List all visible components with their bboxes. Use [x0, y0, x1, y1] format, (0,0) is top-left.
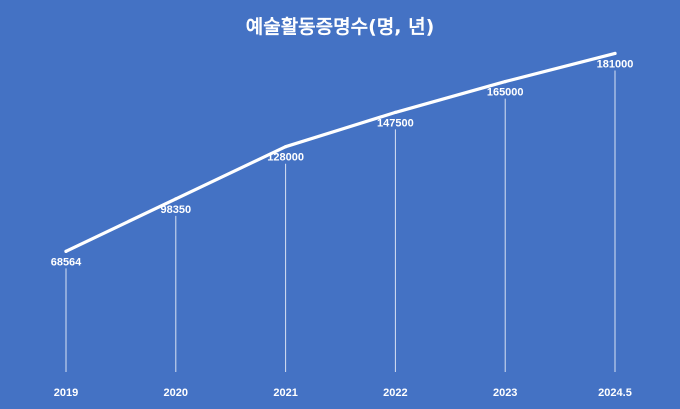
data-label: 68564	[51, 256, 82, 268]
data-label: 128000	[267, 152, 304, 164]
data-point	[393, 110, 397, 114]
data-label: 181000	[597, 58, 634, 70]
series-line	[64, 51, 617, 253]
x-tick-label: 2019	[54, 387, 78, 399]
data-label: 165000	[487, 87, 524, 99]
x-tick-label: 2021	[273, 387, 297, 399]
data-point	[503, 80, 507, 84]
data-label: 147500	[377, 117, 414, 129]
data-label: 98350	[161, 204, 192, 216]
data-point	[174, 197, 178, 201]
x-tick-label: 2023	[493, 387, 517, 399]
x-tick-label: 2020	[164, 387, 188, 399]
data-point	[284, 145, 288, 149]
data-point	[64, 249, 68, 253]
data-point	[613, 51, 617, 56]
x-tick-label: 2022	[383, 387, 407, 399]
x-tick-label: 2024.5	[598, 387, 632, 399]
chart-title: 예술활동증명수(명, 년)	[246, 16, 435, 38]
